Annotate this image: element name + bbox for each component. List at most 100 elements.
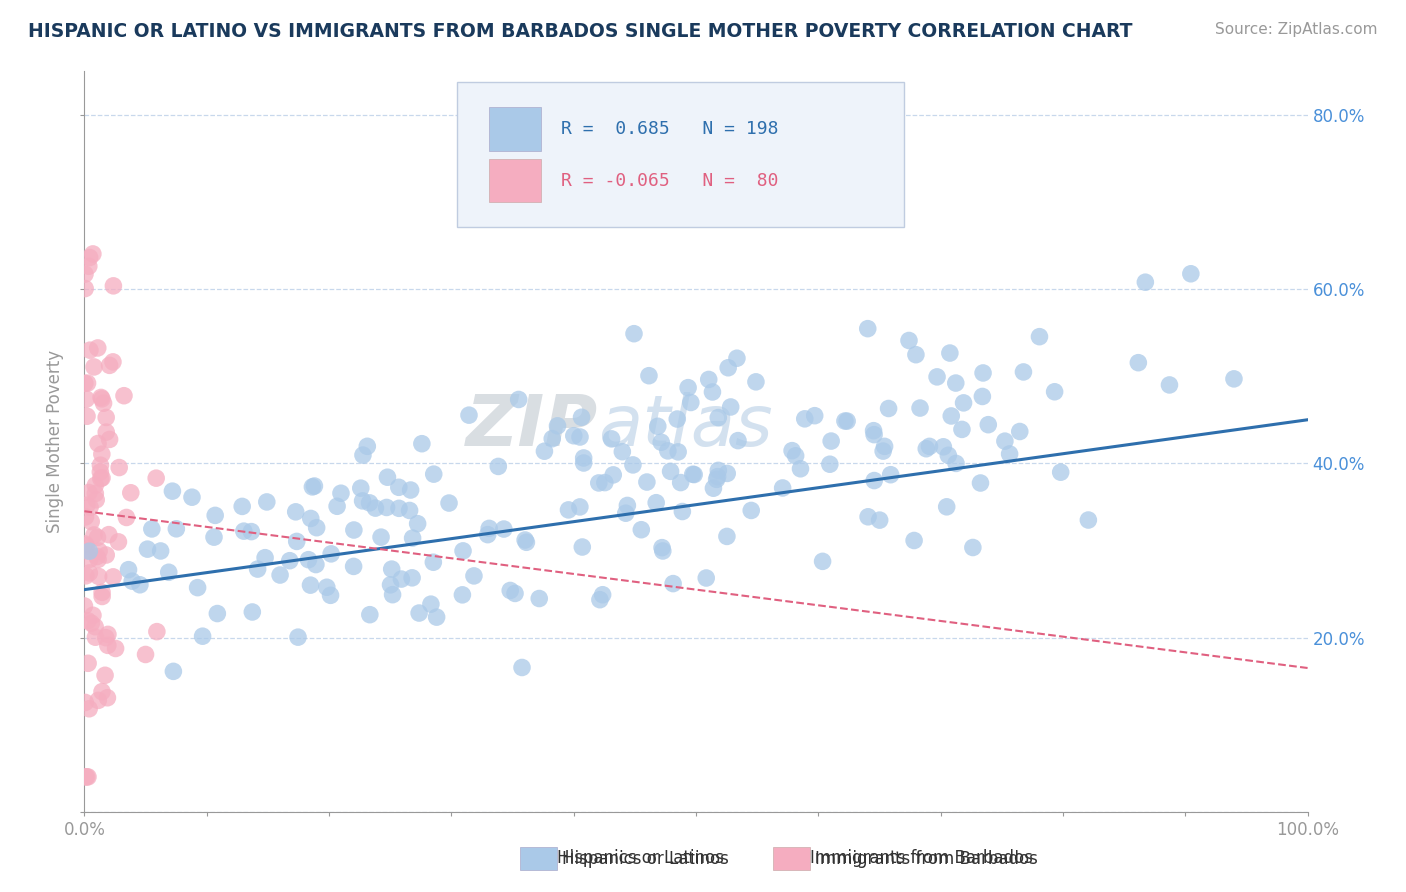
Point (240, 605, 263, 619)
Point (375, 500, 398, 515)
Point (932, 440, 955, 454)
Point (207, 607, 229, 621)
Point (285, 534, 308, 549)
Point (84, 478, 107, 492)
Point (717, 360, 740, 375)
Point (962, 541, 984, 555)
Text: ▪: ▪ (790, 842, 808, 871)
Point (486, 459, 509, 474)
Point (645, 496, 668, 510)
Point (83, 528, 105, 542)
Point (381, 588, 404, 602)
Point (304, 479, 326, 493)
Point (79, 552, 101, 566)
Point (73, 599, 96, 613)
Point (676, 381, 699, 395)
Point (79, 544, 101, 558)
Point (145, 471, 167, 485)
Point (389, 572, 412, 586)
Point (104, 641, 127, 656)
Point (87, 552, 110, 566)
Point (659, 464, 682, 478)
Point (94, 668, 117, 682)
Text: ZIP: ZIP (465, 392, 598, 461)
Point (76, 498, 98, 512)
Point (287, 630, 309, 644)
Point (908, 401, 931, 415)
Point (572, 450, 595, 465)
Text: R = -0.065   N =  80: R = -0.065 N = 80 (561, 172, 779, 190)
Point (616, 499, 638, 513)
Point (1077, 513, 1099, 527)
Point (256, 495, 278, 509)
Point (75, 539, 97, 553)
Point (90, 447, 112, 461)
Point (422, 467, 444, 482)
Point (297, 552, 319, 566)
Point (191, 629, 214, 643)
Point (97, 627, 120, 641)
Point (352, 448, 374, 462)
Point (904, 348, 927, 362)
Point (662, 576, 685, 591)
Point (593, 475, 616, 490)
Point (682, 467, 704, 482)
Point (972, 366, 994, 380)
Point (650, 435, 672, 450)
Point (1049, 465, 1071, 479)
Point (75, 392, 97, 406)
Point (80, 616, 103, 631)
Point (1128, 356, 1150, 370)
Point (533, 444, 555, 458)
Point (547, 418, 569, 433)
Point (695, 571, 717, 585)
Point (80, 515, 103, 529)
Point (478, 521, 501, 535)
Point (98, 433, 121, 447)
Point (301, 480, 323, 494)
Point (651, 544, 673, 558)
Point (73, 267, 96, 281)
Point (76, 614, 98, 628)
Point (319, 588, 342, 602)
Point (87, 436, 110, 450)
Point (621, 458, 644, 472)
Point (87, 569, 110, 583)
Point (785, 449, 807, 463)
Point (87, 544, 110, 558)
Point (451, 588, 474, 602)
Point (165, 522, 187, 536)
Point (740, 503, 762, 517)
Point (612, 444, 634, 458)
Point (918, 439, 941, 453)
Point (406, 516, 429, 531)
FancyBboxPatch shape (489, 107, 541, 151)
Point (513, 533, 536, 547)
Point (76, 409, 98, 424)
Point (187, 581, 209, 595)
Point (91, 684, 114, 698)
Point (426, 610, 449, 624)
Point (702, 481, 724, 495)
Point (716, 529, 738, 543)
Point (1159, 378, 1181, 392)
Point (950, 422, 973, 436)
Point (83, 359, 105, 374)
Point (977, 417, 1000, 432)
Point (84, 630, 107, 644)
Point (789, 462, 811, 476)
Point (820, 434, 842, 448)
Point (87, 693, 110, 707)
Point (232, 524, 254, 538)
Point (451, 544, 474, 558)
Point (231, 500, 253, 514)
Point (117, 563, 139, 577)
Point (75, 510, 97, 524)
Point (77, 770, 100, 784)
Point (569, 430, 592, 444)
Point (86, 530, 108, 544)
Point (657, 443, 679, 458)
Point (862, 424, 884, 438)
Point (568, 500, 591, 514)
Point (278, 554, 301, 568)
